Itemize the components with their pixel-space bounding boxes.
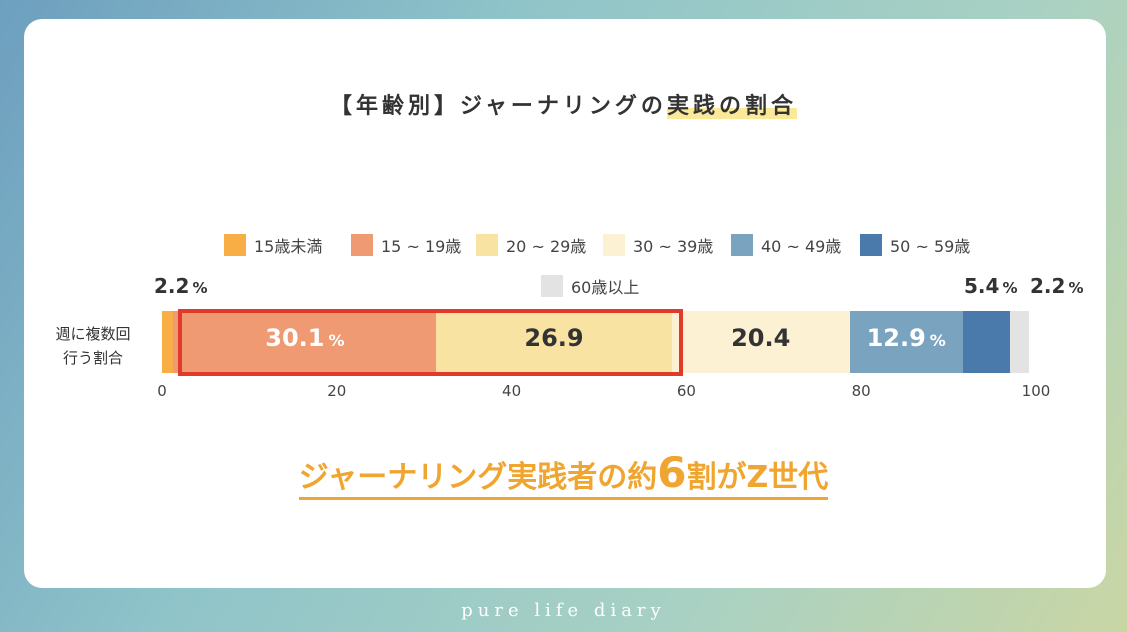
legend-item-under15: 15歳未満: [224, 233, 322, 257]
data-label-50-59: 5.4%: [964, 274, 1018, 298]
data-label-15-19: 30.1%: [265, 324, 345, 352]
data-label-under15: 2.2%: [154, 274, 208, 298]
footer-brand: pure life diary: [461, 600, 666, 621]
legend-swatch: [351, 234, 373, 256]
chart-card: [24, 19, 1106, 588]
data-label-30-39: 20.4: [731, 324, 791, 352]
bar-50-59: [962, 311, 1010, 373]
legend-swatch: [224, 234, 246, 256]
bar-20-29: [436, 311, 672, 373]
chart-title: 【年齢別】ジャーナリングの実践の割合: [0, 88, 1127, 120]
legend-item-60-plus: 60歳以上: [541, 274, 639, 298]
legend-swatch: [541, 275, 563, 297]
x-tick-label: 100: [1021, 382, 1051, 400]
legend-item-15-19: 15 ~ 19歳: [351, 233, 461, 257]
data-label-40-49: 12.9%: [866, 324, 946, 352]
bar-30-39: [671, 311, 850, 373]
legend-item-50-59: 50 ~ 59歳: [860, 233, 970, 257]
legend-swatch: [603, 234, 625, 256]
legend-item-40-49: 40 ~ 49歳: [731, 233, 841, 257]
legend-item-30-39: 30 ~ 39歳: [603, 233, 713, 257]
x-tick-label: 80: [851, 382, 871, 400]
conclusion-big-number: 6: [657, 448, 687, 497]
highlight-box: [178, 309, 683, 376]
legend-label: 15歳未満: [254, 237, 323, 256]
legend-label: 60歳以上: [571, 278, 640, 297]
bar-40-49: [849, 311, 963, 373]
x-tick-label: 60: [676, 382, 696, 400]
bar-under15: [162, 311, 174, 373]
legend-swatch: [731, 234, 753, 256]
legend-swatch: [476, 234, 498, 256]
legend-label: 20 ~ 29歳: [506, 237, 587, 256]
conclusion-suffix: 割がZ世代: [686, 460, 829, 495]
x-tick-label: 20: [327, 382, 347, 400]
row-label-line2: 行う割合: [62, 349, 123, 367]
row-label: 週に複数回 行う割合: [38, 322, 148, 370]
data-label-20-29: 26.9: [524, 324, 584, 352]
row-label-line1: 週に複数回: [55, 325, 131, 343]
bar-15-19: [173, 311, 437, 373]
legend-swatch: [860, 234, 882, 256]
x-tick-label: 0: [157, 382, 167, 400]
data-label-60-plus: 2.2%: [1030, 274, 1084, 298]
legend-label: 30 ~ 39歳: [633, 237, 714, 256]
conclusion-text: ジャーナリング実践者の約6割がZ世代: [0, 448, 1127, 500]
title-prefix: 【年齢別】ジャーナリングの: [330, 94, 667, 119]
legend-label: 40 ~ 49歳: [761, 237, 842, 256]
bar-60-plus: [1009, 311, 1029, 373]
conclusion-prefix: ジャーナリング実践者の約: [298, 460, 658, 495]
x-tick-label: 40: [502, 382, 522, 400]
title-highlight: 実践の割合: [666, 94, 797, 119]
legend-label: 15 ~ 19歳: [381, 237, 462, 256]
legend-item-20-29: 20 ~ 29歳: [476, 233, 586, 257]
legend-label: 50 ~ 59歳: [890, 237, 971, 256]
